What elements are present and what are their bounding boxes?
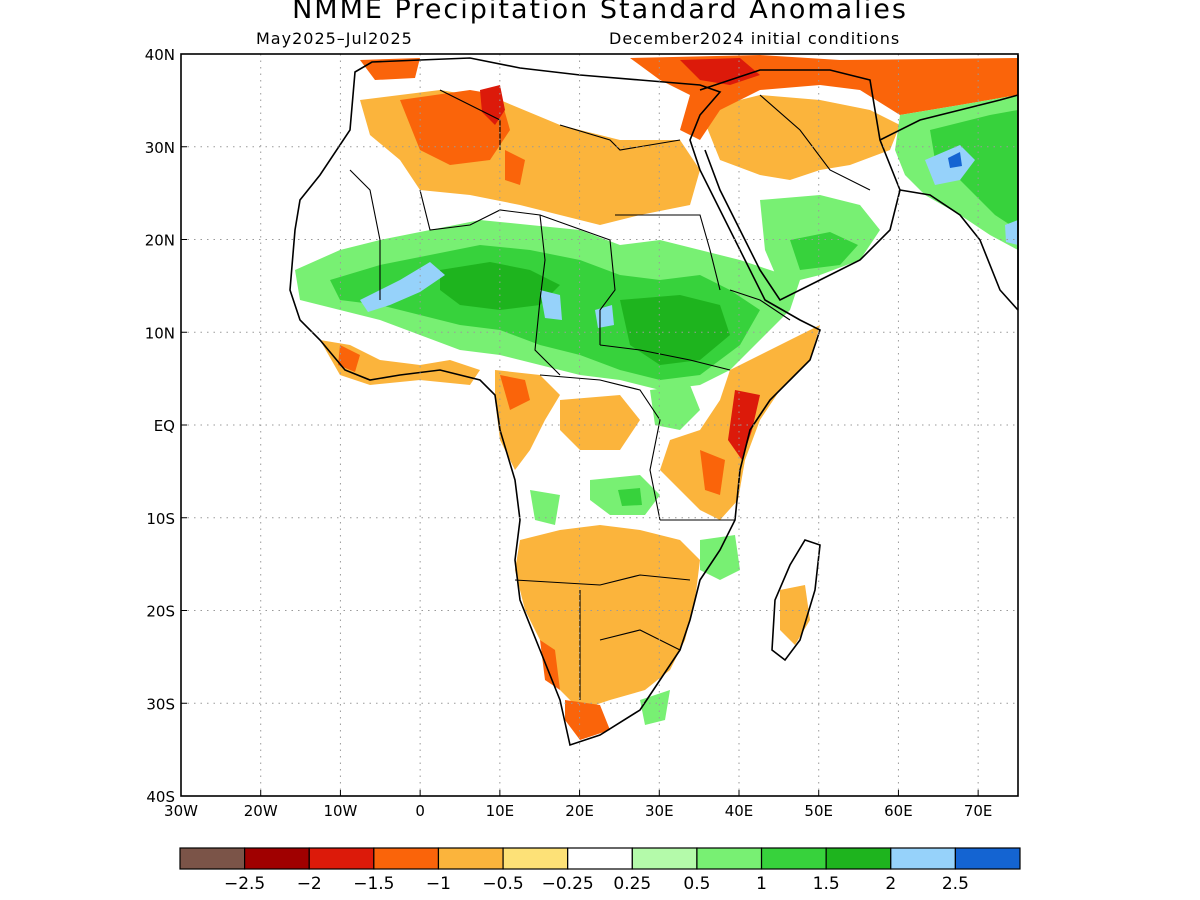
lat-tick-label: 40N bbox=[145, 46, 175, 64]
initial-conditions: December2024 initial conditions bbox=[609, 29, 901, 48]
colorbar-swatch bbox=[244, 847, 310, 870]
colorbar-swatch bbox=[567, 847, 633, 870]
colorbar-label: 2 bbox=[885, 874, 896, 894]
colorbar-swatch bbox=[696, 847, 763, 870]
colorbar-swatch bbox=[954, 847, 1021, 870]
colorbar-label: 0.5 bbox=[683, 874, 710, 894]
colorbar-swatch bbox=[502, 847, 569, 870]
colorbar-label: 2.5 bbox=[942, 874, 969, 894]
lon-tick-label: 30E bbox=[645, 802, 674, 820]
colorbar-label: −0.25 bbox=[542, 874, 594, 894]
forecast-period: May2025–Jul2025 bbox=[256, 29, 413, 48]
colorbar-label: 1.5 bbox=[813, 874, 840, 894]
lon-tick-label: 40E bbox=[725, 802, 754, 820]
colorbar: −2.5 −2 −1.5 −1 −0.5 −0.25 0.25 0.5 1 1.5 2 2.5 bbox=[179, 847, 1021, 894]
graticule bbox=[181, 54, 1018, 796]
lon-tick-label: 30W bbox=[164, 802, 198, 820]
lat-tick-label: 30S bbox=[146, 695, 175, 713]
colorbar-label: −0.5 bbox=[482, 874, 523, 894]
colorbar-swatch bbox=[437, 847, 504, 870]
lat-tick-label: 10N bbox=[145, 324, 175, 342]
lon-tick-label: 20W bbox=[244, 802, 278, 820]
lon-tick-label: 10E bbox=[486, 802, 515, 820]
lon-tick-label: 0 bbox=[415, 802, 425, 820]
axes: 30W 20W 10W 0 10E 20E 30E 40E 50E 60E 70E 40N 30N 20N… bbox=[145, 46, 993, 820]
colorbar-swatch bbox=[308, 847, 375, 870]
colorbar-label: −1 bbox=[426, 874, 451, 894]
dry-anomalies bbox=[320, 55, 1018, 740]
lat-tick-label: 10S bbox=[146, 510, 175, 528]
colorbar-swatch bbox=[631, 847, 698, 870]
lat-tick-label: 20S bbox=[146, 603, 175, 621]
colorbar-swatch bbox=[825, 847, 892, 870]
colorbar-label: −2 bbox=[297, 874, 322, 894]
colorbar-label: −2.5 bbox=[224, 874, 265, 894]
colorbar-label: −1.5 bbox=[353, 874, 394, 894]
lat-tick-label: 30N bbox=[145, 139, 175, 157]
lat-tick-label: 20N bbox=[145, 232, 175, 250]
colorbar-swatch bbox=[179, 847, 246, 870]
colorbar-label: 0.25 bbox=[613, 874, 651, 894]
anomaly-field bbox=[290, 55, 1018, 745]
wet-anomalies bbox=[295, 95, 1018, 725]
colorbar-swatch bbox=[760, 847, 827, 870]
lon-tick-label: 70E bbox=[964, 802, 993, 820]
colorbar-label: 1 bbox=[756, 874, 767, 894]
lon-tick-label: 10W bbox=[323, 802, 357, 820]
lon-tick-label: 60E bbox=[884, 802, 913, 820]
lat-tick-label: EQ bbox=[154, 417, 175, 435]
lat-tick-label: 40S bbox=[146, 788, 175, 806]
map-title: NMME Precipitation Standard Anomalies bbox=[292, 0, 908, 25]
lon-tick-label: 20E bbox=[565, 802, 594, 820]
colorbar-swatch bbox=[373, 847, 440, 870]
lon-tick-label: 50E bbox=[804, 802, 833, 820]
colorbar-swatch bbox=[890, 847, 956, 870]
